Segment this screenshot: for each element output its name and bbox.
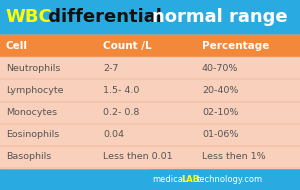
- Bar: [0, 101, 300, 124]
- Text: Monocytes: Monocytes: [6, 108, 57, 117]
- Text: 01-06%: 01-06%: [202, 130, 238, 139]
- Bar: [0, 0, 300, 35]
- Text: 1.5- 4.0: 1.5- 4.0: [103, 86, 140, 95]
- Bar: [0, 124, 300, 146]
- Text: Lymphocyte: Lymphocyte: [6, 86, 64, 95]
- Text: differential: differential: [42, 9, 168, 26]
- Text: medical: medical: [152, 174, 185, 184]
- Text: WBC: WBC: [5, 9, 52, 26]
- Text: 2-7: 2-7: [103, 64, 118, 73]
- Text: Neutrophils: Neutrophils: [6, 64, 60, 73]
- Bar: [0, 146, 300, 168]
- Text: Basophils: Basophils: [6, 152, 51, 161]
- Bar: [0, 57, 300, 79]
- Text: 0.04: 0.04: [103, 130, 124, 139]
- Text: 02-10%: 02-10%: [202, 108, 238, 117]
- Text: technology.com: technology.com: [197, 174, 263, 184]
- Text: normal range: normal range: [152, 9, 288, 26]
- Text: Eosinophils: Eosinophils: [6, 130, 59, 139]
- Text: 40-70%: 40-70%: [202, 64, 238, 73]
- Text: Percentage: Percentage: [202, 41, 269, 51]
- Text: Count /L: Count /L: [103, 41, 152, 51]
- Text: 0.2- 0.8: 0.2- 0.8: [103, 108, 140, 117]
- Text: Less then 0.01: Less then 0.01: [103, 152, 172, 161]
- Text: Less then 1%: Less then 1%: [202, 152, 266, 161]
- Text: 20-40%: 20-40%: [202, 86, 238, 95]
- Text: Cell: Cell: [6, 41, 28, 51]
- Bar: [148, 168, 300, 190]
- Bar: [0, 35, 300, 168]
- Bar: [0, 35, 300, 57]
- Bar: [0, 79, 300, 101]
- Text: LAB: LAB: [181, 174, 199, 184]
